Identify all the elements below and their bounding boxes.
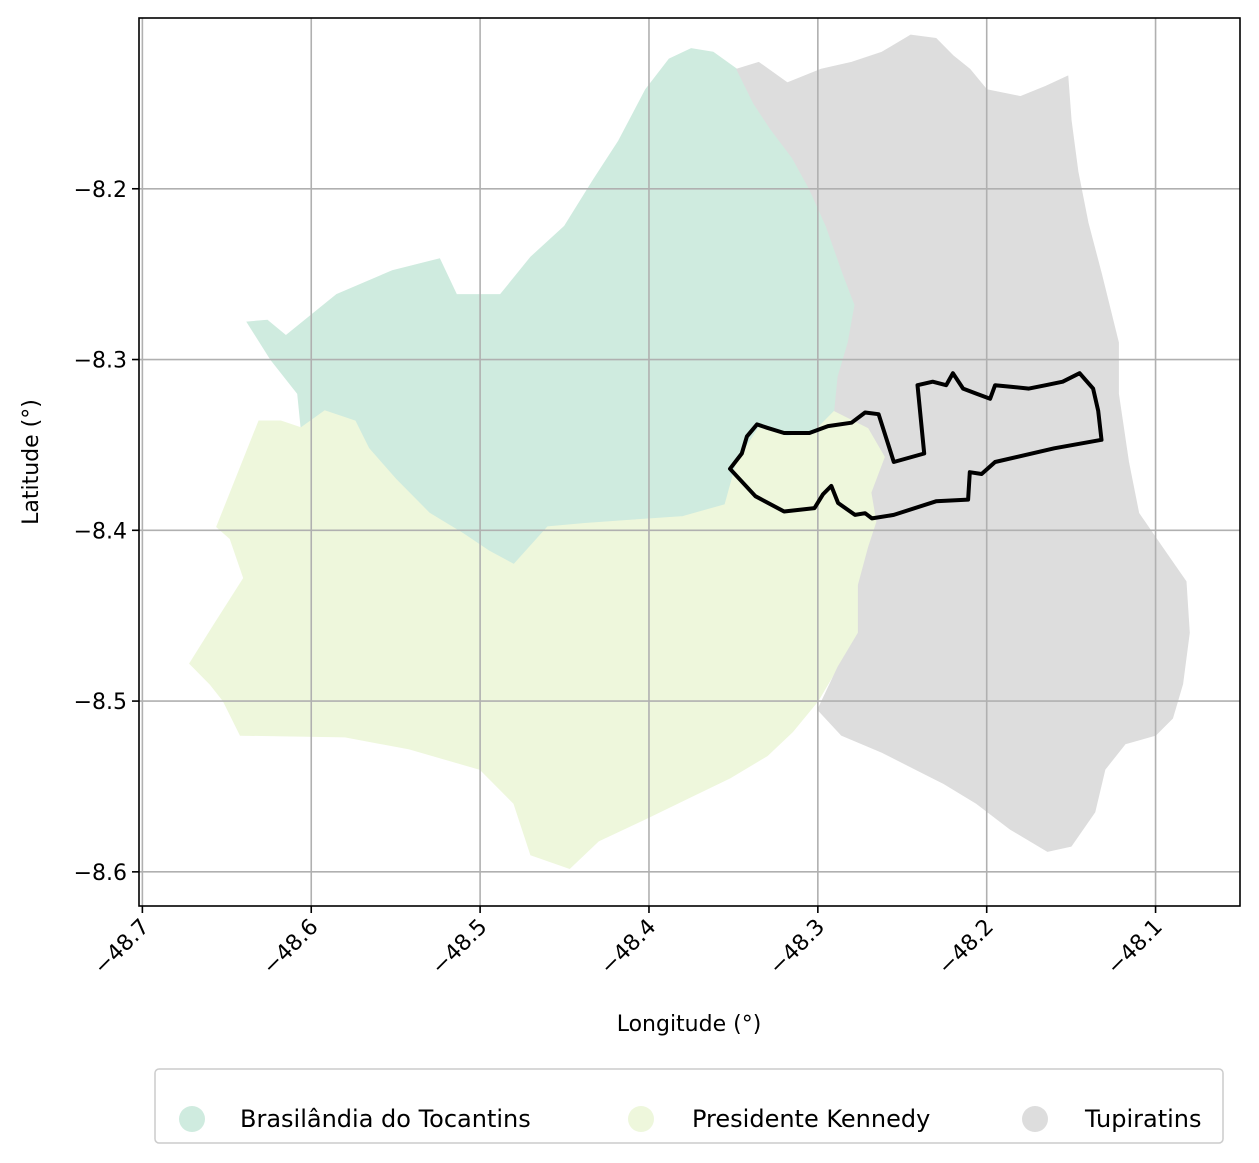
legend-marker [628,1106,654,1132]
legend-label: Tupiratins [1084,1105,1202,1133]
y-tick-label: −8.6 [74,861,127,886]
legend-marker [179,1106,205,1132]
outline-layer [728,371,1104,521]
legend-label: Presidente Kennedy [692,1105,930,1133]
legend-items: Brasilândia do Tocantins Presidente Kenne… [179,1105,1202,1133]
legend: Brasilândia do Tocantins Presidente Kenne… [154,1068,1224,1144]
y-axis-label: Latitude (°) [19,399,44,525]
y-axis-ticks: −8.2 −8.3 −8.4 −8.5 −8.6 [74,178,139,886]
y-tick-label: −8.5 [74,690,127,715]
y-tick-label: −8.3 [74,349,127,374]
plot-frame [138,17,1241,907]
y-tick-label: −8.4 [74,519,127,544]
region-2 [736,34,1190,852]
legend-label: Brasilândia do Tocantins [240,1105,531,1133]
grid-layer [139,18,1240,906]
regions-layer [189,34,1190,869]
outlined-area [728,371,1104,521]
y-tick-label: −8.2 [74,178,127,203]
legend-marker [1022,1106,1048,1132]
x-axis-label: Longitude (°) [617,1012,762,1037]
legend-box [154,1068,1224,1144]
